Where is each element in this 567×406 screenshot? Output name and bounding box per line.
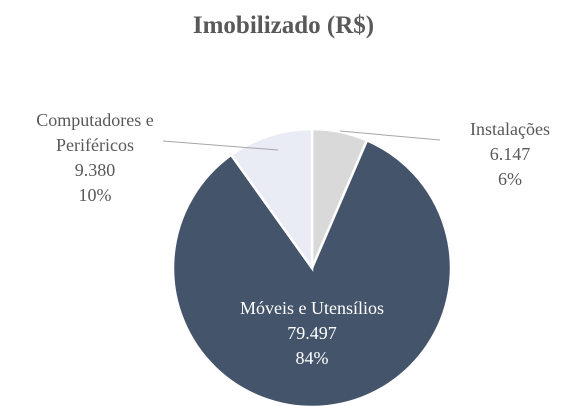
data-label: Móveis e Utensílios 79.497 84% xyxy=(240,296,384,371)
pie-slice xyxy=(229,127,314,272)
leader-line xyxy=(339,130,441,141)
percent-label: 84% xyxy=(295,348,329,368)
percent-label: 6% xyxy=(498,169,522,189)
category-label: Instalações xyxy=(470,119,550,139)
category-label: Computadores e Periféricos xyxy=(36,110,154,155)
pie-slice xyxy=(171,138,453,406)
value-label: 9.380 xyxy=(74,160,116,180)
leader-line xyxy=(162,140,279,151)
value-label: 79.497 xyxy=(287,323,337,343)
data-label: Computadores e Periféricos 9.380 10% xyxy=(15,108,175,208)
chart-title: Imobilizado (R$) xyxy=(192,12,375,39)
data-label: Instalações 6.147 6% xyxy=(470,117,550,192)
percent-label: 10% xyxy=(78,185,112,205)
value-label: 6.147 xyxy=(489,144,531,164)
category-label: Móveis e Utensílios xyxy=(240,298,384,318)
